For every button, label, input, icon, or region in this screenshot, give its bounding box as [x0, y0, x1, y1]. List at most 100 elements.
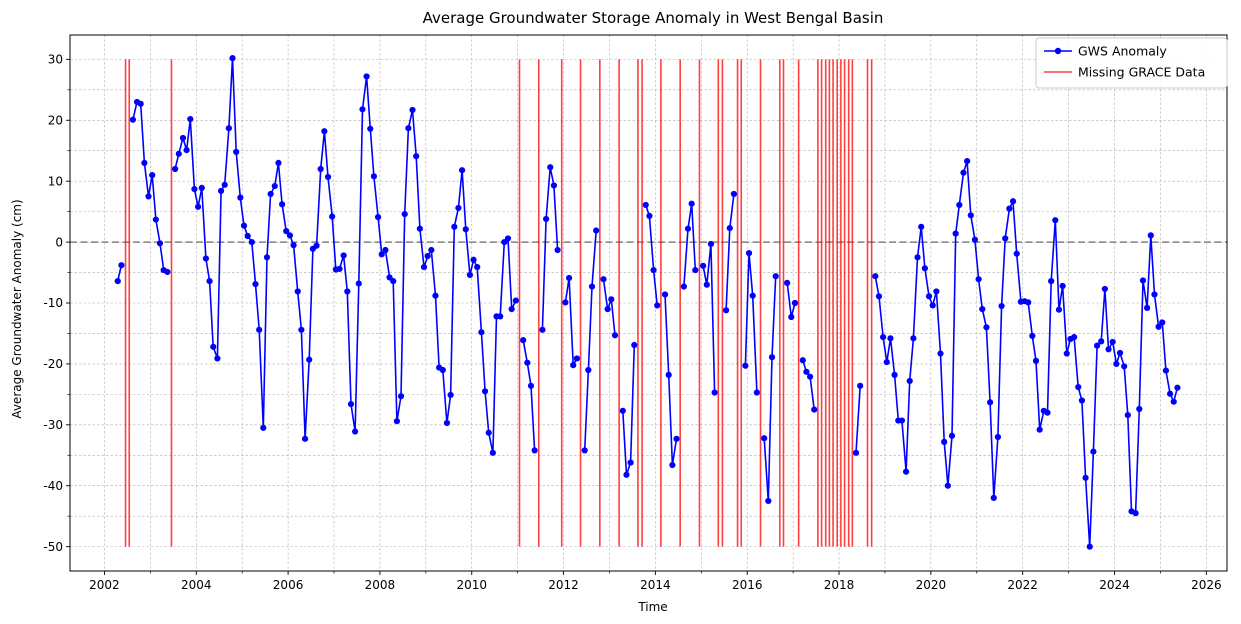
gws-data-point	[604, 305, 611, 313]
gws-data-point	[979, 305, 986, 313]
x-tick-label: 2026	[1191, 578, 1222, 592]
gws-data-point	[948, 432, 956, 439]
gws-data-point	[784, 279, 791, 286]
gws-data-point	[585, 366, 592, 374]
gws-data-point	[986, 399, 994, 406]
gws-data-point	[711, 389, 718, 396]
gws-data-point	[749, 292, 756, 299]
gws-data-point	[722, 307, 730, 314]
gws-data-point	[887, 335, 894, 342]
gws-data-point	[252, 281, 259, 288]
gws-data-point	[527, 382, 535, 389]
gws-data-point	[1144, 304, 1151, 311]
gws-data-point	[390, 277, 397, 285]
gws-data-point	[891, 371, 898, 378]
gws-data-point	[283, 228, 290, 235]
gws-data-point	[964, 157, 971, 165]
gws-data-point	[573, 355, 580, 362]
gws-data-point	[271, 182, 278, 190]
gws-data-point	[700, 262, 707, 269]
gws-data-point	[1090, 448, 1097, 455]
gws-data-point	[179, 134, 187, 142]
legend-missing-label: Missing GRACE Data	[1078, 65, 1205, 80]
gws-data-point	[1166, 390, 1174, 397]
gws-data-point	[902, 468, 910, 475]
gws-data-point	[145, 193, 152, 200]
gws-data-point	[1174, 384, 1181, 391]
gws-data-point	[428, 246, 435, 254]
gws-data-point	[1063, 350, 1070, 357]
gws-data-point	[240, 222, 248, 229]
gws-data-point	[458, 167, 466, 174]
gws-data-point	[1109, 338, 1116, 346]
gws-data-point	[673, 435, 680, 442]
gws-data-point	[466, 271, 473, 279]
gws-data-point	[1086, 543, 1093, 550]
gws-data-point	[941, 438, 948, 445]
gws-data-point	[880, 334, 887, 341]
y-tick-label: 0	[55, 235, 63, 249]
gws-data-point	[937, 350, 944, 357]
gws-data-point	[811, 406, 818, 413]
gws-data-point	[424, 253, 431, 260]
gws-data-point	[413, 153, 420, 160]
gws-data-point	[183, 147, 190, 154]
gws-data-point	[611, 332, 619, 339]
gws-data-point	[1132, 510, 1139, 517]
x-tick-label: 2020	[916, 578, 947, 592]
gws-data-point	[753, 389, 760, 396]
gws-data-point	[910, 335, 917, 342]
gws-data-point	[608, 296, 615, 303]
gws-data-point	[646, 212, 653, 219]
gws-data-point	[317, 165, 324, 173]
gws-data-point	[1036, 426, 1043, 433]
gws-data-point	[918, 223, 925, 230]
gws-data-point	[210, 343, 217, 350]
gws-line-segment	[683, 202, 697, 287]
gws-data-point	[707, 240, 715, 248]
gws-data-point	[688, 200, 695, 207]
gws-data-point	[409, 106, 416, 114]
gws-data-point	[263, 254, 271, 261]
gws-data-point	[329, 213, 336, 220]
y-tick-label: 10	[48, 174, 63, 188]
gws-data-point	[164, 268, 171, 276]
gws-data-point	[547, 164, 554, 171]
gws-data-point	[206, 277, 213, 285]
gws-data-point	[279, 201, 286, 208]
gws-data-point	[914, 254, 921, 261]
gws-data-point	[623, 471, 630, 478]
gws-data-point	[1093, 342, 1101, 349]
gws-data-point	[921, 265, 928, 272]
gws-data-point	[570, 362, 577, 369]
gws-data-point	[290, 242, 297, 249]
gws-data-point	[439, 366, 446, 374]
gws-data-point	[531, 447, 538, 454]
gws-data-point	[478, 329, 485, 336]
x-tick-label: 2006	[273, 578, 304, 592]
gws-line-segment	[174, 57, 517, 454]
gws-data-point	[1139, 277, 1147, 284]
gws-data-point	[581, 447, 588, 454]
gws-data-point	[324, 173, 332, 181]
gws-data-point	[990, 494, 997, 502]
gws-data-point	[742, 362, 749, 369]
gws-data-point	[703, 281, 710, 288]
gws-data-point	[306, 356, 313, 363]
x-tick-label: 2002	[89, 578, 120, 592]
gws-line-segment	[744, 252, 758, 393]
gws-data-point	[1105, 346, 1112, 353]
gws-data-point	[260, 424, 267, 431]
x-tick-label: 2004	[181, 578, 212, 592]
gws-data-point	[129, 116, 137, 123]
gws-data-point	[367, 125, 374, 132]
x-tick-label: 2018	[824, 578, 855, 592]
gws-data-point	[352, 428, 359, 435]
y-tick-label: 20	[48, 113, 63, 127]
gws-data-point	[149, 171, 156, 179]
gws-data-point	[141, 159, 148, 167]
gws-data-point	[248, 238, 255, 246]
gws-data-point	[998, 302, 1005, 310]
gws-data-point	[669, 461, 676, 469]
gws-data-point	[462, 226, 469, 233]
